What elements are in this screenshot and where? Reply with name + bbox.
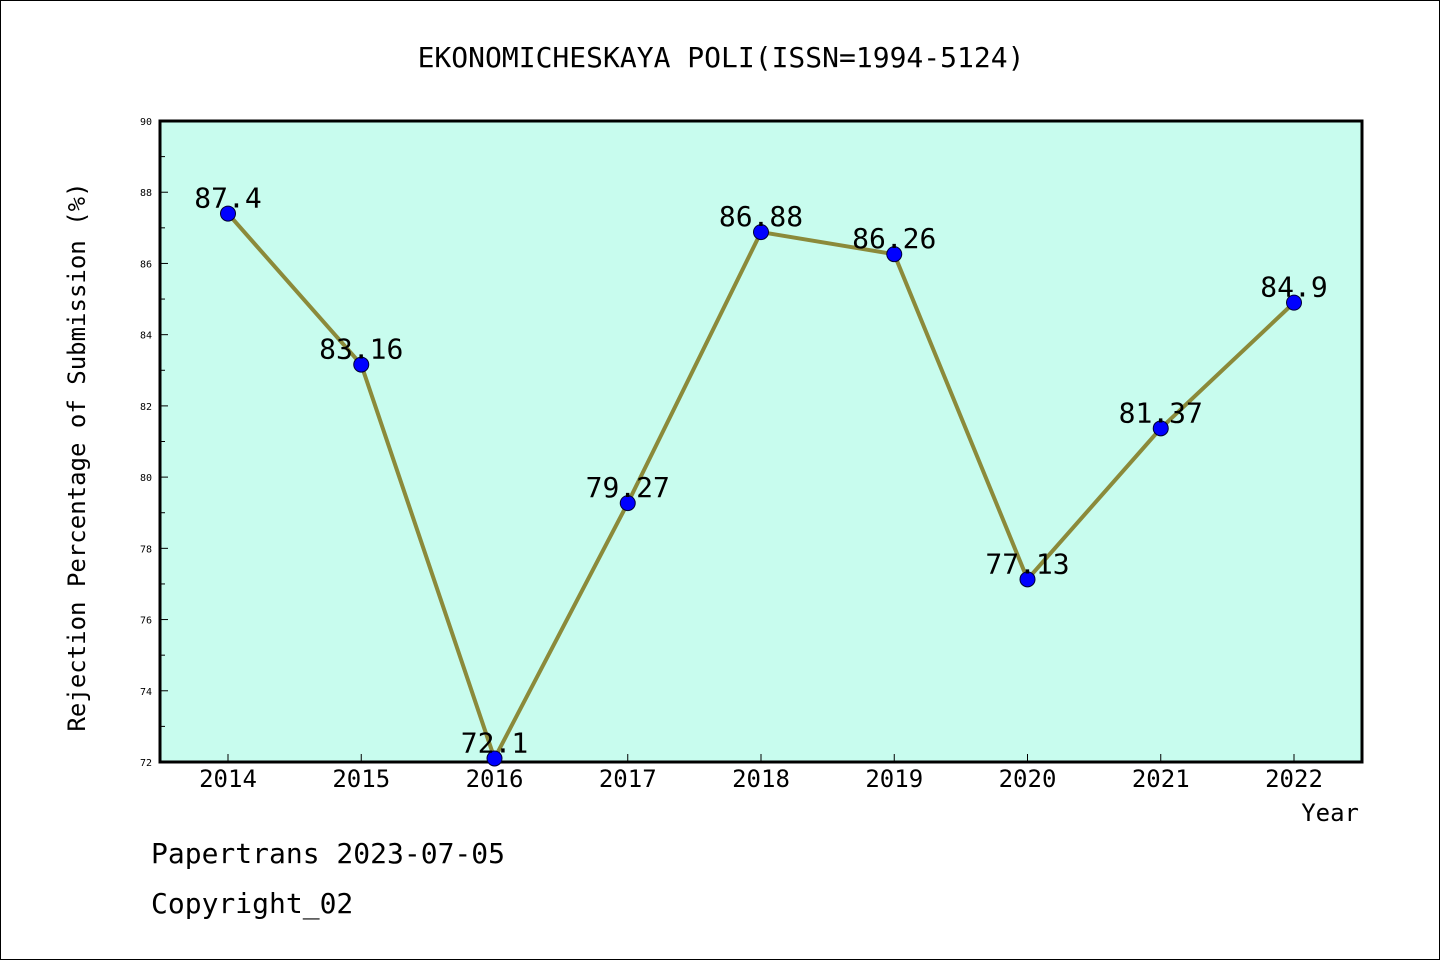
x-tick-label: 2016 xyxy=(466,765,524,793)
x-tick-label: 2017 xyxy=(599,765,657,793)
footer-source: Papertrans 2023-07-05 xyxy=(151,837,506,870)
x-tick-label: 2014 xyxy=(199,765,257,793)
x-tick-label: 2021 xyxy=(1132,765,1190,793)
x-axis: 2014 2015 2016 2017 2018 2019 2020 2021 2022 xyxy=(199,754,1323,793)
data-point xyxy=(753,224,769,241)
y-tick-label: 72 xyxy=(140,758,152,769)
data-label: 83.16 xyxy=(319,333,403,366)
data-point xyxy=(353,356,370,373)
data-label: 86.88 xyxy=(719,200,803,233)
x-tick-label: 2015 xyxy=(332,765,390,793)
y-tick-label: 90 xyxy=(140,117,152,128)
data-label: 86.26 xyxy=(852,222,936,255)
y-tick-label: 88 xyxy=(140,188,152,199)
x-tick-label: 2022 xyxy=(1265,765,1323,793)
series-layer: 87.4 83.16 72.1 79.27 86.88 86.26 77.13 81.37 84… xyxy=(194,182,1328,767)
data-label: 72.1 xyxy=(461,726,528,759)
footer-copyright: Copyright_02 xyxy=(151,887,354,920)
y-tick-label: 76 xyxy=(140,616,152,627)
x-axis-label: Year xyxy=(1301,799,1359,827)
y-tick-label: 84 xyxy=(140,331,152,342)
data-point xyxy=(886,246,903,263)
data-point xyxy=(1019,571,1036,588)
data-label: 87.4 xyxy=(194,182,261,215)
x-tick-label: 2018 xyxy=(732,765,790,793)
y-tick-label: 78 xyxy=(140,544,152,555)
y-tick-label: 80 xyxy=(140,473,152,484)
data-point xyxy=(1152,420,1169,437)
data-label: 81.37 xyxy=(1119,396,1203,429)
y-axis: 72 74 76 78 80 82 84 86 88 90 xyxy=(140,117,168,769)
data-label: 84.9 xyxy=(1260,271,1327,304)
x-tick-label: 2019 xyxy=(865,765,923,793)
data-point xyxy=(220,205,236,222)
x-tick-label: 2020 xyxy=(999,765,1057,793)
data-label: 77.13 xyxy=(985,547,1069,580)
data-point xyxy=(1286,294,1302,311)
chart-title: EKONOMICHESKAYA POLI(ISSN=1994-5124) xyxy=(418,41,1025,74)
data-point xyxy=(486,750,503,767)
y-tick-label: 86 xyxy=(140,259,152,270)
y-axis-label: Rejection Percentage of Submission (%) xyxy=(63,182,91,731)
y-tick-label: 82 xyxy=(140,402,152,413)
data-label: 79.27 xyxy=(586,471,670,504)
y-tick-label: 74 xyxy=(140,687,152,698)
data-point xyxy=(619,495,636,512)
